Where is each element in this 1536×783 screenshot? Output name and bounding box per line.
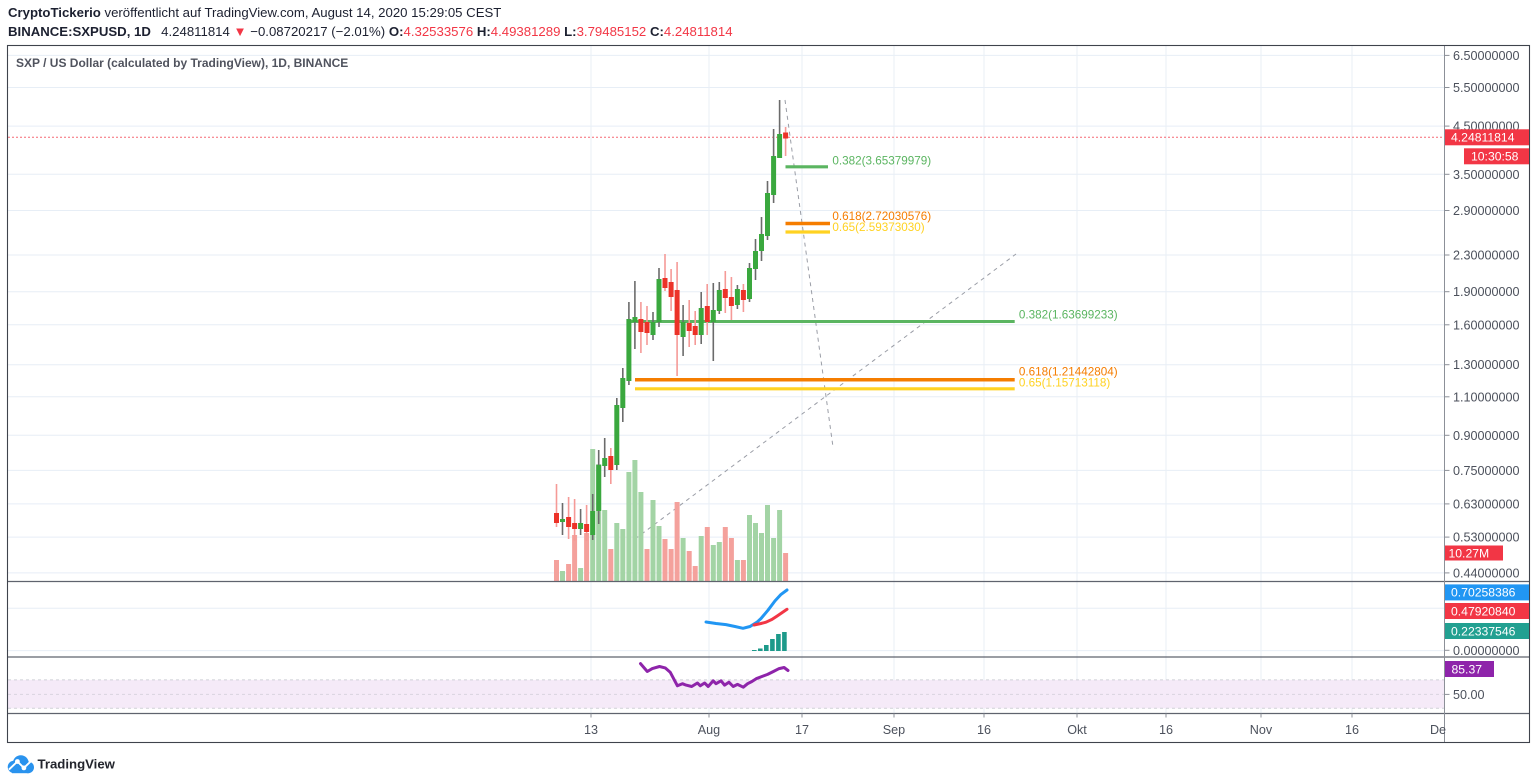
svg-text:2.30000000: 2.30000000 bbox=[1453, 249, 1520, 263]
svg-text:85.37: 85.37 bbox=[1452, 662, 1483, 676]
svg-text:SXP / US Dollar (calculated by: SXP / US Dollar (calculated by TradingVi… bbox=[16, 56, 348, 70]
svg-text:10:30:58: 10:30:58 bbox=[1471, 150, 1519, 164]
svg-text:1.30000000: 1.30000000 bbox=[1453, 358, 1520, 372]
svg-text:0.75000000: 0.75000000 bbox=[1453, 464, 1520, 478]
svg-text:0.65(1.15713118): 0.65(1.15713118) bbox=[1019, 377, 1111, 390]
svg-text:16: 16 bbox=[977, 723, 991, 737]
svg-text:Nov: Nov bbox=[1250, 723, 1273, 737]
svg-text:Okt: Okt bbox=[1067, 723, 1087, 737]
svg-text:3.50000000: 3.50000000 bbox=[1453, 168, 1520, 182]
svg-text:0.90000000: 0.90000000 bbox=[1453, 429, 1520, 443]
svg-text:0.22337546: 0.22337546 bbox=[1451, 624, 1516, 638]
svg-text:6.50000000: 6.50000000 bbox=[1453, 49, 1520, 63]
svg-text:0.382(3.65379979): 0.382(3.65379979) bbox=[832, 155, 931, 168]
svg-text:50.00: 50.00 bbox=[1453, 688, 1485, 702]
svg-text:0.47920840: 0.47920840 bbox=[1451, 604, 1516, 618]
svg-text:0.65(2.59373030): 0.65(2.59373030) bbox=[832, 221, 924, 234]
svg-text:1.10000000: 1.10000000 bbox=[1453, 390, 1520, 404]
svg-text:TradingView: TradingView bbox=[38, 757, 116, 772]
svg-text:5.50000000: 5.50000000 bbox=[1453, 81, 1520, 95]
svg-text:4.24811814: 4.24811814 bbox=[1451, 131, 1515, 145]
svg-text:13: 13 bbox=[584, 723, 598, 737]
svg-text:1.90000000: 1.90000000 bbox=[1453, 285, 1520, 299]
svg-text:0.70258386: 0.70258386 bbox=[1451, 586, 1516, 600]
svg-text:0.382(1.63699233): 0.382(1.63699233) bbox=[1019, 309, 1118, 322]
svg-text:0.63000000: 0.63000000 bbox=[1453, 497, 1520, 511]
svg-text:CryptoTickerio veröffentlicht: CryptoTickerio veröffentlicht auf Tradin… bbox=[8, 5, 501, 20]
svg-text:De: De bbox=[1430, 723, 1446, 737]
svg-text:Aug: Aug bbox=[698, 723, 720, 737]
svg-text:0.618(2.72030576): 0.618(2.72030576) bbox=[832, 210, 931, 223]
svg-text:17: 17 bbox=[795, 723, 809, 737]
svg-text:1.60000000: 1.60000000 bbox=[1453, 318, 1520, 332]
svg-text:0.00000000: 0.00000000 bbox=[1453, 644, 1520, 658]
svg-text:10.27M: 10.27M bbox=[1449, 546, 1490, 560]
svg-text:2.90000000: 2.90000000 bbox=[1453, 204, 1520, 218]
svg-text:Sep: Sep bbox=[883, 723, 905, 737]
svg-text:0.44000000: 0.44000000 bbox=[1453, 566, 1520, 580]
svg-text:0.618(1.21442804): 0.618(1.21442804) bbox=[1019, 366, 1118, 379]
svg-text:16: 16 bbox=[1345, 723, 1359, 737]
svg-text:16: 16 bbox=[1159, 723, 1173, 737]
svg-text:BINANCE:SXPUSD, 1D 4.24811814: BINANCE:SXPUSD, 1D 4.24811814 ▼ −0.08720… bbox=[8, 24, 733, 39]
svg-text:0.53000000: 0.53000000 bbox=[1453, 531, 1520, 545]
